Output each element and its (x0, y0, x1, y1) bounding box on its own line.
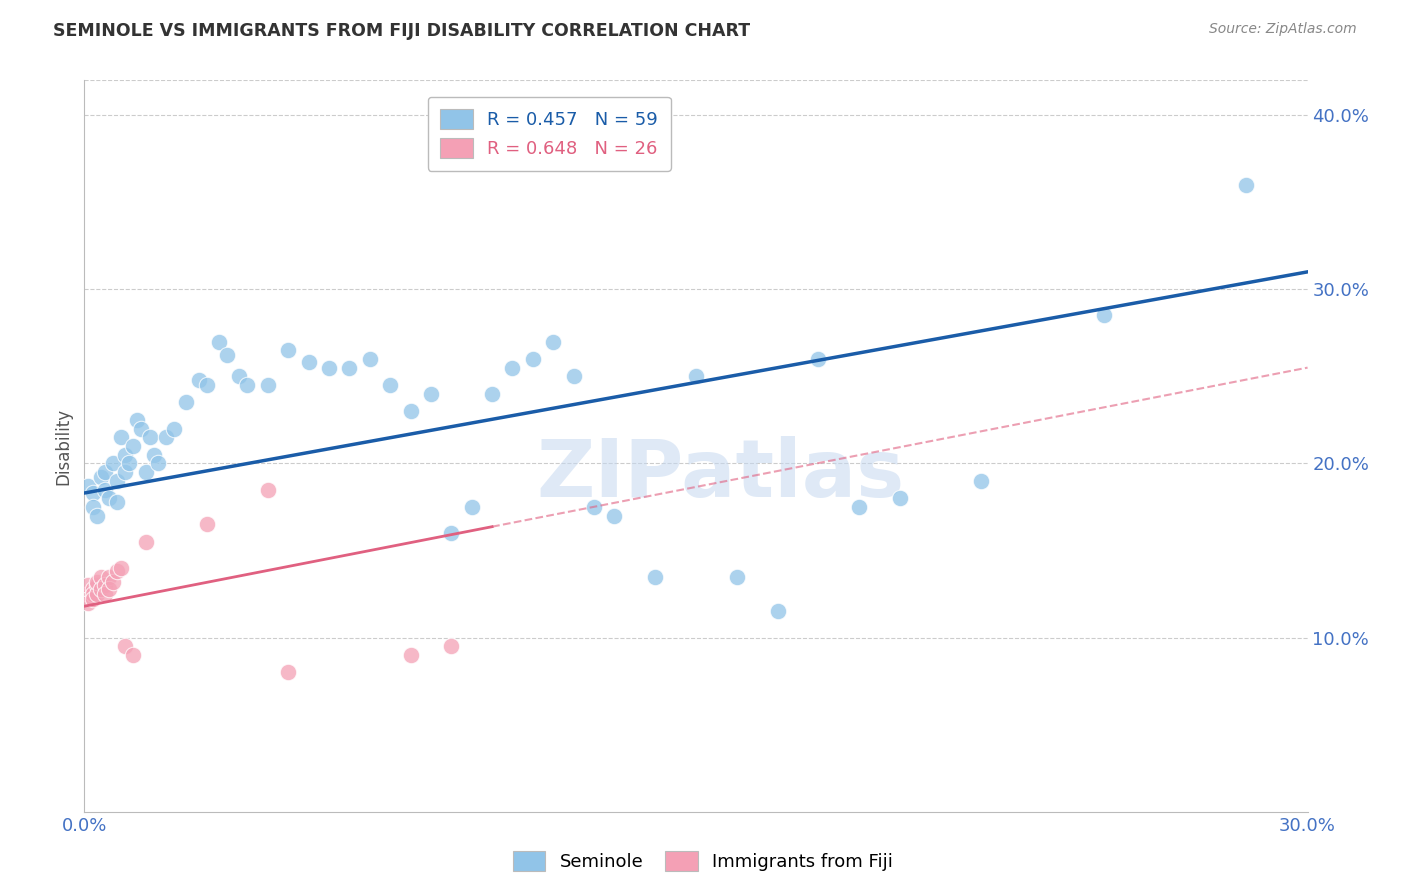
Point (82, 486, 104, 500)
Point (118, 457, 141, 471)
Point (114, 640, 136, 654)
Point (440, 640, 463, 654)
Legend: R = 0.457   N = 59, R = 0.648   N = 26: R = 0.457 N = 59, R = 0.648 N = 26 (427, 96, 671, 170)
Point (110, 430, 132, 444)
Point (339, 360, 361, 375)
Point (86, 574, 108, 589)
Point (90, 569, 112, 583)
Point (277, 343, 299, 358)
Point (122, 439, 145, 453)
Legend: Seminole, Immigrants from Fiji: Seminole, Immigrants from Fiji (506, 844, 900, 879)
Point (93, 587, 115, 601)
Point (583, 500, 606, 514)
Point (77, 479, 100, 493)
Point (90, 470, 112, 484)
Point (543, 334, 565, 349)
Y-axis label: Disability: Disability (55, 408, 73, 484)
Point (77, 578, 100, 592)
Point (90, 582, 112, 596)
Point (1092, 309, 1115, 323)
Point (236, 378, 259, 392)
Point (257, 378, 280, 392)
Point (138, 430, 160, 444)
Point (502, 360, 524, 375)
Point (889, 491, 911, 506)
Point (135, 534, 157, 549)
Point (114, 465, 136, 479)
Point (208, 334, 231, 349)
Point (298, 355, 321, 369)
Point (127, 413, 149, 427)
Point (105, 494, 128, 508)
Point (195, 517, 218, 532)
Point (174, 395, 197, 409)
Point (685, 369, 707, 384)
Point (257, 483, 280, 497)
Point (644, 569, 666, 583)
Point (277, 665, 299, 680)
Point (131, 421, 153, 435)
Point (848, 500, 870, 514)
Point (142, 448, 165, 462)
Point (82, 592, 104, 607)
Point (82, 500, 104, 514)
Point (440, 526, 463, 541)
Point (97, 569, 120, 583)
Point (399, 648, 422, 662)
Point (970, 474, 993, 488)
Point (1236, 178, 1258, 192)
Point (86, 578, 108, 592)
Point (93, 465, 115, 479)
Point (93, 578, 115, 592)
Point (110, 561, 132, 575)
Point (101, 574, 124, 589)
Point (603, 508, 626, 523)
Point (155, 430, 177, 444)
Point (77, 596, 100, 610)
Point (807, 351, 830, 366)
Point (163, 421, 186, 435)
Point (380, 378, 402, 392)
Point (105, 565, 128, 579)
Point (77, 587, 100, 601)
Text: ZIPatlas: ZIPatlas (536, 436, 904, 515)
Point (461, 500, 484, 514)
Point (97, 491, 120, 506)
Point (86, 587, 108, 601)
Point (82, 587, 104, 601)
Point (146, 457, 169, 471)
Point (86, 508, 108, 523)
Point (481, 386, 503, 401)
Point (217, 348, 239, 362)
Text: Source: ZipAtlas.com: Source: ZipAtlas.com (1209, 22, 1357, 37)
Point (725, 569, 748, 583)
Point (93, 483, 115, 497)
Point (195, 378, 218, 392)
Text: SEMINOLE VS IMMIGRANTS FROM FIJI DISABILITY CORRELATION CHART: SEMINOLE VS IMMIGRANTS FROM FIJI DISABIL… (53, 22, 751, 40)
Point (82, 582, 104, 596)
Point (766, 604, 789, 618)
Point (97, 582, 120, 596)
Point (420, 386, 443, 401)
Point (399, 404, 422, 418)
Point (187, 373, 209, 387)
Point (101, 457, 124, 471)
Point (228, 369, 250, 384)
Point (105, 474, 128, 488)
Point (359, 351, 381, 366)
Point (318, 360, 340, 375)
Point (562, 369, 585, 384)
Point (114, 448, 136, 462)
Point (522, 351, 544, 366)
Point (135, 465, 157, 479)
Point (122, 648, 145, 662)
